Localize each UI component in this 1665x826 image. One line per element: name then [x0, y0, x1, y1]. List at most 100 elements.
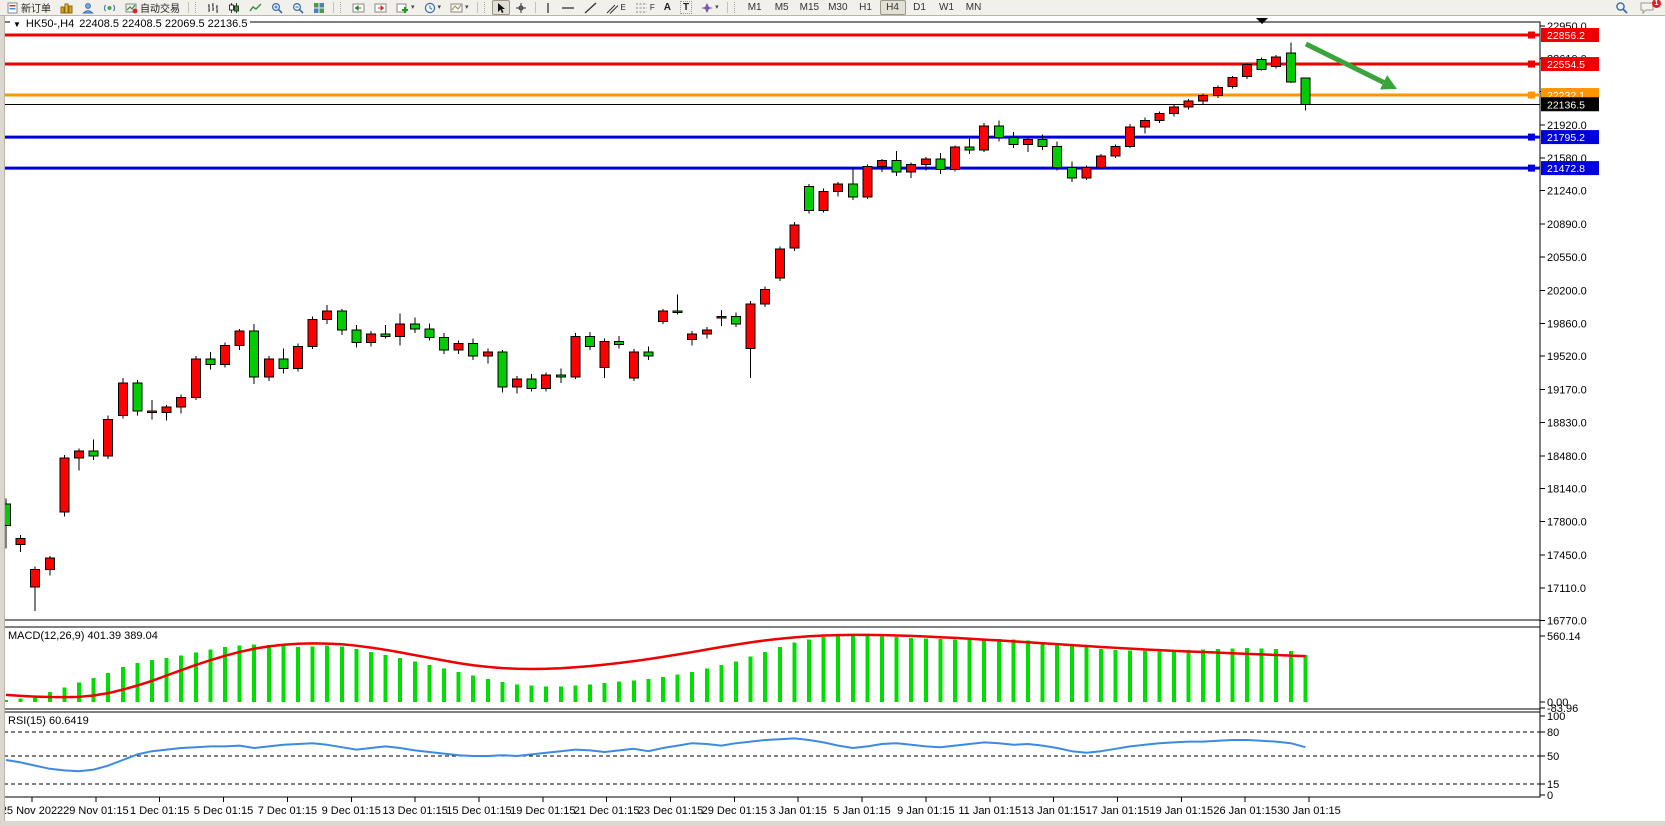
profile-button[interactable] [78, 0, 98, 15]
channel-tool-button[interactable]: E [602, 0, 630, 15]
candle [103, 418, 114, 457]
bar-chart-button[interactable] [203, 0, 223, 15]
candle [1081, 166, 1092, 179]
price-line-handle[interactable] [1528, 31, 1535, 39]
horizontal-line-tool-button[interactable] [557, 0, 579, 15]
candle [1183, 100, 1194, 108]
tile-windows-button[interactable] [309, 0, 329, 15]
tf-m5-button[interactable]: M5 [774, 2, 789, 13]
tf-d1-button[interactable]: D1 [913, 2, 926, 13]
text-label-tool-button[interactable]: T [676, 0, 696, 15]
arrows-tool-button[interactable]: ▾ [697, 0, 723, 15]
time-tick-label: 25 Nov 2022 [1, 805, 63, 817]
price-line-handle[interactable] [1528, 133, 1535, 141]
price-line-handle[interactable] [1528, 60, 1535, 68]
time-tick-label: 30 Jan 01:15 [1277, 805, 1341, 817]
window-bottom-edge [0, 821, 1665, 826]
trend-arrow-head[interactable] [1380, 75, 1397, 90]
time-tick-label: 3 Jan 01:15 [769, 805, 827, 817]
chart-shift-button[interactable] [370, 0, 391, 15]
candle [30, 569, 41, 588]
cursor-tool-button[interactable] [491, 0, 510, 15]
tf-w1-button[interactable]: W1 [939, 2, 955, 13]
new-order-icon [7, 2, 19, 14]
time-tick-label: 1 Dec 01:15 [130, 805, 189, 817]
crosshair-icon [515, 2, 527, 14]
chevron-down-icon: ▾ [437, 4, 442, 11]
price-tick-label: 20890.0 [1547, 219, 1587, 231]
add-indicator-button[interactable]: ▾ [392, 0, 419, 15]
vertical-line-tool-button[interactable] [540, 0, 556, 15]
price-line-badge-label: 22856.2 [1547, 30, 1585, 42]
candle [760, 289, 771, 305]
tf-m1-button[interactable]: M1 [747, 2, 762, 13]
candle [628, 351, 639, 379]
notifications-button[interactable]: 1 [1636, 0, 1661, 15]
candle [862, 165, 873, 198]
time-tick-label: 11 Jan 01:15 [958, 805, 1021, 817]
price-line-badge [1541, 57, 1599, 72]
toolbar-separator [534, 2, 536, 13]
toolbar-grip [340, 2, 345, 13]
crosshair-tool-button[interactable] [511, 0, 531, 15]
price-line-handle[interactable] [1528, 91, 1535, 99]
templates-button[interactable]: ▾ [446, 0, 473, 15]
tf-mn-button[interactable]: MN [965, 2, 982, 13]
candle [132, 382, 143, 412]
tf-h4-button[interactable]: H4 [879, 0, 906, 15]
candle [351, 329, 362, 343]
fibonacci-icon [635, 2, 648, 14]
price-tick-label: 19860.0 [1547, 318, 1587, 330]
candle [1066, 166, 1077, 179]
trend-arrow[interactable] [1304, 41, 1385, 85]
candle [439, 337, 449, 351]
scroll-to-end-marker[interactable] [1256, 18, 1268, 24]
price-line-badge-label: 22554.5 [1547, 59, 1585, 71]
candle [906, 164, 917, 173]
collapse-ohlc-icon[interactable]: ▼ [13, 19, 21, 29]
tf-h1-button[interactable]: H1 [859, 2, 872, 13]
price-line-handle[interactable] [1528, 164, 1535, 172]
line-chart-icon [249, 2, 262, 14]
zoom-out-button[interactable] [288, 0, 308, 15]
candle [497, 351, 508, 388]
rsi-tick-label: 100 [1547, 711, 1565, 723]
tf-m15-button[interactable]: M15 [799, 2, 820, 13]
trendline-tool-button[interactable] [580, 0, 601, 15]
candle [88, 450, 99, 457]
channel-icon [606, 2, 619, 14]
chart-window-button[interactable] [56, 0, 77, 15]
fibonacci-tool-button[interactable]: F [631, 0, 659, 15]
periods-button[interactable]: ▾ [420, 0, 446, 15]
macd-label: MACD(12,26,9) 401.39 389.04 [8, 630, 158, 642]
time-tick-label: 5 Dec 01:15 [194, 805, 253, 817]
new-order-button[interactable]: 新订单 [3, 0, 55, 15]
fibonacci-label: F [649, 3, 655, 12]
candle [220, 344, 230, 366]
candle [1052, 145, 1063, 168]
chevron-down-icon: ▾ [715, 4, 719, 11]
candle [804, 186, 814, 212]
candlestick-chart-button[interactable] [224, 0, 244, 15]
auto-scroll-button[interactable] [348, 0, 369, 15]
tile-windows-icon [313, 2, 325, 14]
search-button[interactable] [1611, 0, 1632, 15]
rsi-tick-label: 0 [1547, 790, 1553, 802]
price-tick-label: 20200.0 [1547, 286, 1587, 298]
text-tool-button[interactable]: A [660, 0, 675, 15]
candle [818, 190, 829, 212]
broadcast-button[interactable] [99, 0, 120, 15]
candle [1198, 94, 1209, 102]
line-chart-button[interactable] [245, 0, 266, 15]
chart-ohlc-readout[interactable]: ▼ HK50-,H4 22408.5 22408.5 22069.5 22136… [10, 18, 251, 30]
zoom-in-button[interactable] [267, 0, 287, 15]
tf-m30-button[interactable]: M30 [828, 2, 848, 13]
autotrading-button[interactable]: 自动交易 [121, 0, 184, 15]
candle [1139, 119, 1150, 128]
candle [1008, 137, 1019, 145]
rsi-tick-label: 15 [1547, 779, 1559, 791]
time-tick-label: 17 Jan 01:15 [1086, 805, 1150, 817]
candle [1256, 59, 1267, 70]
